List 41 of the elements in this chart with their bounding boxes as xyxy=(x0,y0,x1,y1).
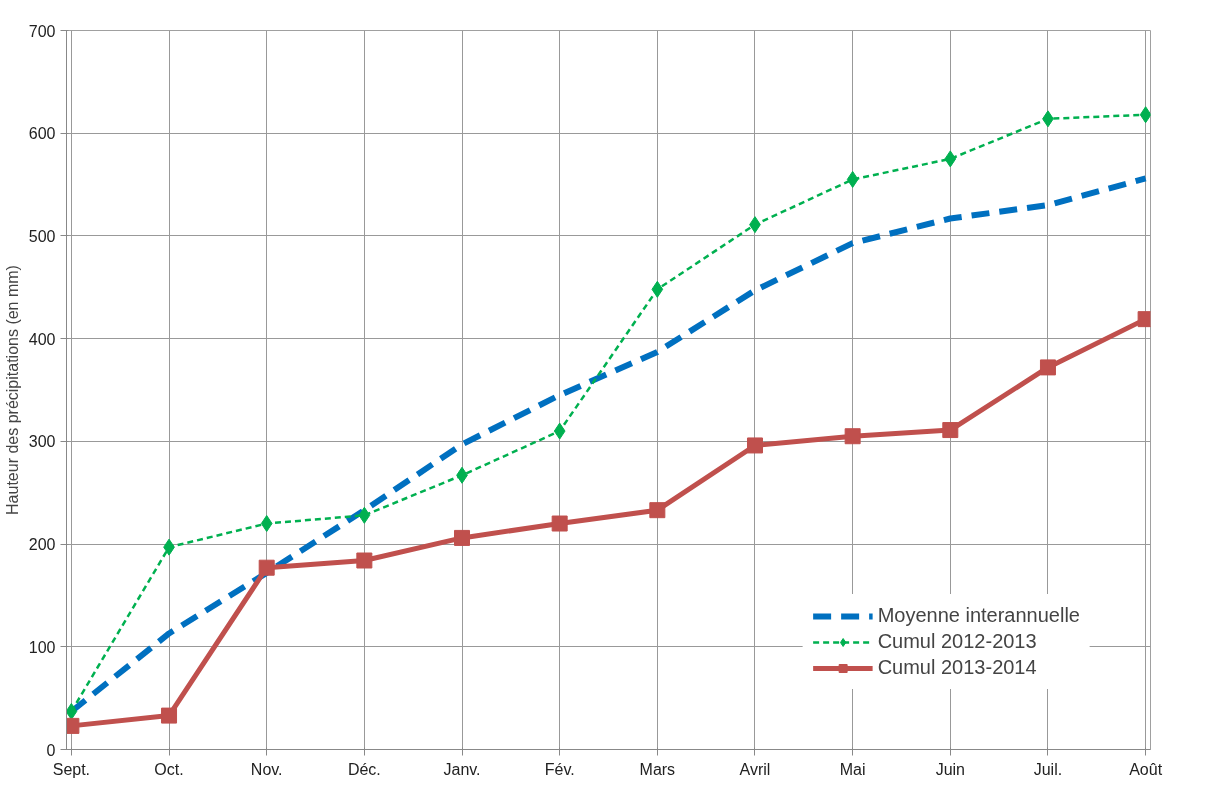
y-tick-label: 100 xyxy=(28,638,56,656)
y-tick-label: 400 xyxy=(28,330,56,348)
y-tick-label: 600 xyxy=(28,125,56,143)
y-tick-label: 200 xyxy=(28,536,56,554)
point xyxy=(260,515,273,533)
point xyxy=(258,559,275,576)
x-tick-label: Nov. xyxy=(250,760,283,778)
point xyxy=(161,707,178,724)
x-tick-label: Août xyxy=(1129,760,1163,778)
point xyxy=(66,703,78,720)
y-tick-label: 500 xyxy=(28,227,56,245)
x-tick-label: Sept. xyxy=(52,760,91,778)
y-axis-title: Hauteur des précipitations (en mm) xyxy=(3,265,21,515)
point xyxy=(942,422,959,439)
y-tick-label: 700 xyxy=(28,22,56,40)
point xyxy=(844,428,861,445)
point xyxy=(944,150,957,168)
legend-label: Cumul 2013-2014 xyxy=(877,656,1037,679)
point xyxy=(651,280,664,298)
x-tick-label: Mai xyxy=(839,760,866,778)
x-tick-label: Janv. xyxy=(443,760,481,778)
x-tick-label: Déc. xyxy=(347,760,381,778)
point xyxy=(356,552,373,569)
y-tick-label: 300 xyxy=(28,433,56,451)
legend-label: Moyenne interannuelle xyxy=(877,604,1080,627)
point xyxy=(846,170,859,188)
x-tick-label: Mars xyxy=(639,760,676,778)
x-tick-label: Juin xyxy=(935,760,965,778)
x-tick-label: Juil. xyxy=(1033,760,1063,778)
point xyxy=(746,437,763,454)
point xyxy=(454,529,471,546)
point xyxy=(1039,359,1056,376)
y-tick-label: 0 xyxy=(46,741,56,759)
x-tick-label: Fév. xyxy=(544,760,575,778)
x-tick-label: Oct. xyxy=(154,760,184,778)
point xyxy=(551,515,568,532)
x-tick-label: Avril xyxy=(739,760,771,778)
point xyxy=(358,506,371,524)
legend-label: Cumul 2012-2013 xyxy=(877,630,1037,653)
point xyxy=(553,422,566,440)
point xyxy=(649,502,666,519)
